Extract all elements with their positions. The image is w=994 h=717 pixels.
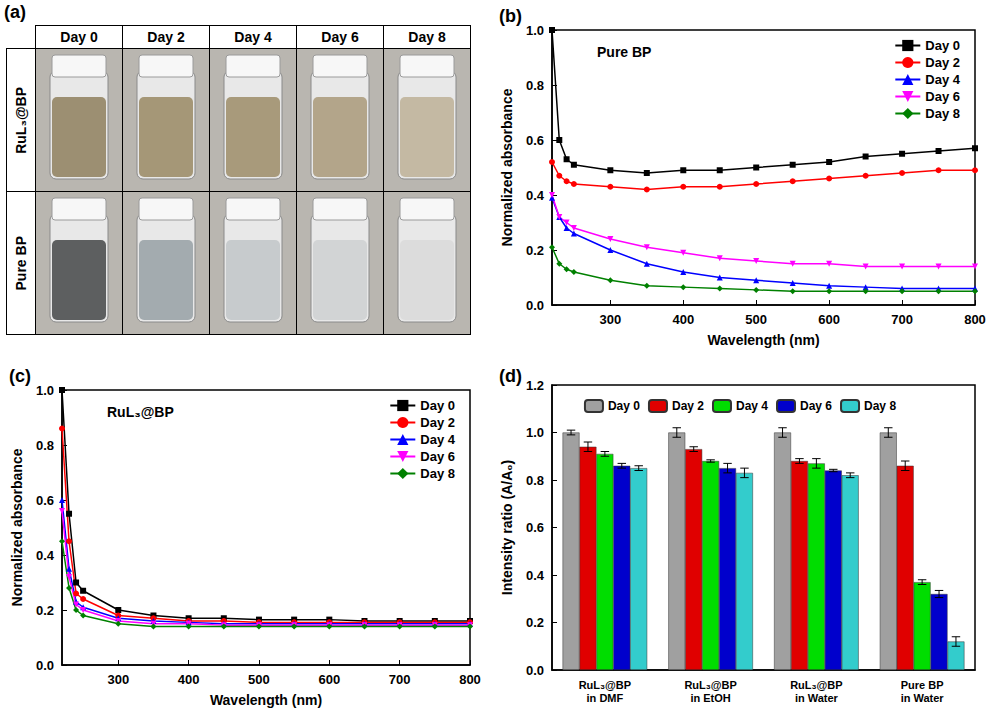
svg-text:(d): (d): [499, 366, 522, 386]
svg-text:800: 800: [459, 672, 481, 687]
svg-text:0.4: 0.4: [36, 548, 55, 563]
svg-text:1.0: 1.0: [526, 23, 544, 38]
svg-text:RuL₃@BP: RuL₃@BP: [684, 679, 736, 691]
html-text:Day 6: Day 6: [321, 29, 359, 45]
svg-text:in Water: in Water: [901, 692, 945, 704]
svg-text:0.4: 0.4: [526, 188, 545, 203]
svg-text:0.8: 0.8: [36, 438, 54, 453]
svg-text:in EtOH: in EtOH: [690, 692, 730, 704]
svg-text:300: 300: [107, 672, 129, 687]
svg-text:0.6: 0.6: [526, 133, 544, 148]
svg-text:RuL₃@BP: RuL₃@BP: [579, 679, 631, 691]
svg-text:500: 500: [745, 312, 767, 327]
svg-text:Day 4: Day 4: [420, 432, 455, 447]
svg-text:Day 4: Day 4: [925, 72, 960, 87]
svg-text:Day 0: Day 0: [608, 399, 640, 413]
svg-text:500: 500: [248, 672, 270, 687]
svg-text:0.8: 0.8: [526, 473, 544, 488]
svg-text:(b): (b): [499, 6, 522, 26]
svg-text:in Water: in Water: [795, 692, 839, 704]
svg-text:Day 4: Day 4: [736, 399, 768, 413]
svg-text:600: 600: [818, 312, 840, 327]
svg-text:600: 600: [318, 672, 340, 687]
svg-text:0.4: 0.4: [526, 568, 545, 583]
svg-text:Intensity ratio (A/A₀): Intensity ratio (A/A₀): [499, 460, 515, 595]
svg-text:(c): (c): [9, 366, 31, 386]
svg-text:0.2: 0.2: [526, 243, 544, 258]
svg-text:in DMF: in DMF: [587, 692, 624, 704]
svg-text:0.2: 0.2: [36, 603, 54, 618]
svg-text:Day 6: Day 6: [800, 399, 832, 413]
svg-text:700: 700: [891, 312, 913, 327]
svg-text:700: 700: [389, 672, 411, 687]
svg-text:0.6: 0.6: [36, 493, 54, 508]
html-text:Day 0: Day 0: [60, 29, 98, 45]
svg-text:Day 6: Day 6: [925, 89, 960, 104]
svg-text:1.0: 1.0: [36, 383, 54, 398]
svg-text:0.0: 0.0: [526, 663, 544, 678]
svg-text:Day 8: Day 8: [925, 106, 960, 121]
svg-text:Day 2: Day 2: [420, 415, 455, 430]
svg-text:RuL₃@BP: RuL₃@BP: [790, 679, 842, 691]
html-text:Day 8: Day 8: [408, 29, 446, 45]
svg-text:Day 8: Day 8: [864, 399, 896, 413]
svg-text:Day 2: Day 2: [672, 399, 704, 413]
svg-text:0.6: 0.6: [526, 520, 544, 535]
svg-text:400: 400: [672, 312, 694, 327]
svg-text:0.2: 0.2: [526, 615, 544, 630]
svg-text:Day 0: Day 0: [925, 38, 960, 53]
svg-text:Day 8: Day 8: [420, 466, 455, 481]
svg-text:Wavelength (nm): Wavelength (nm): [210, 692, 322, 708]
svg-text:800: 800: [964, 312, 986, 327]
html-text:Pure BP: Pure BP: [13, 235, 29, 291]
svg-text:Day 6: Day 6: [420, 449, 455, 464]
svg-text:Pure BP: Pure BP: [597, 44, 651, 60]
svg-text:Day 0: Day 0: [420, 398, 455, 413]
svg-text:0.8: 0.8: [526, 78, 544, 93]
svg-text:Pure BP: Pure BP: [901, 679, 944, 691]
svg-text:Day 2: Day 2: [925, 55, 960, 70]
svg-text:Wavelength (nm): Wavelength (nm): [707, 332, 819, 348]
svg-text:RuL₃@BP: RuL₃@BP: [107, 404, 174, 420]
svg-text:1.2: 1.2: [526, 378, 544, 393]
svg-text:Normalized absorbance: Normalized absorbance: [499, 88, 515, 246]
svg-text:1.0: 1.0: [526, 425, 544, 440]
svg-text:300: 300: [599, 312, 621, 327]
svg-text:Normalized absorbance: Normalized absorbance: [9, 448, 25, 606]
svg-text:0.0: 0.0: [36, 658, 54, 673]
svg-text:400: 400: [178, 672, 200, 687]
svg-text:0.0: 0.0: [526, 298, 544, 313]
html-text:RuL₃@BP: RuL₃@BP: [13, 86, 29, 154]
html-text:Day 4: Day 4: [234, 29, 272, 45]
html-text:Day 2: Day 2: [147, 29, 185, 45]
html-text:(a): (a): [4, 2, 26, 22]
